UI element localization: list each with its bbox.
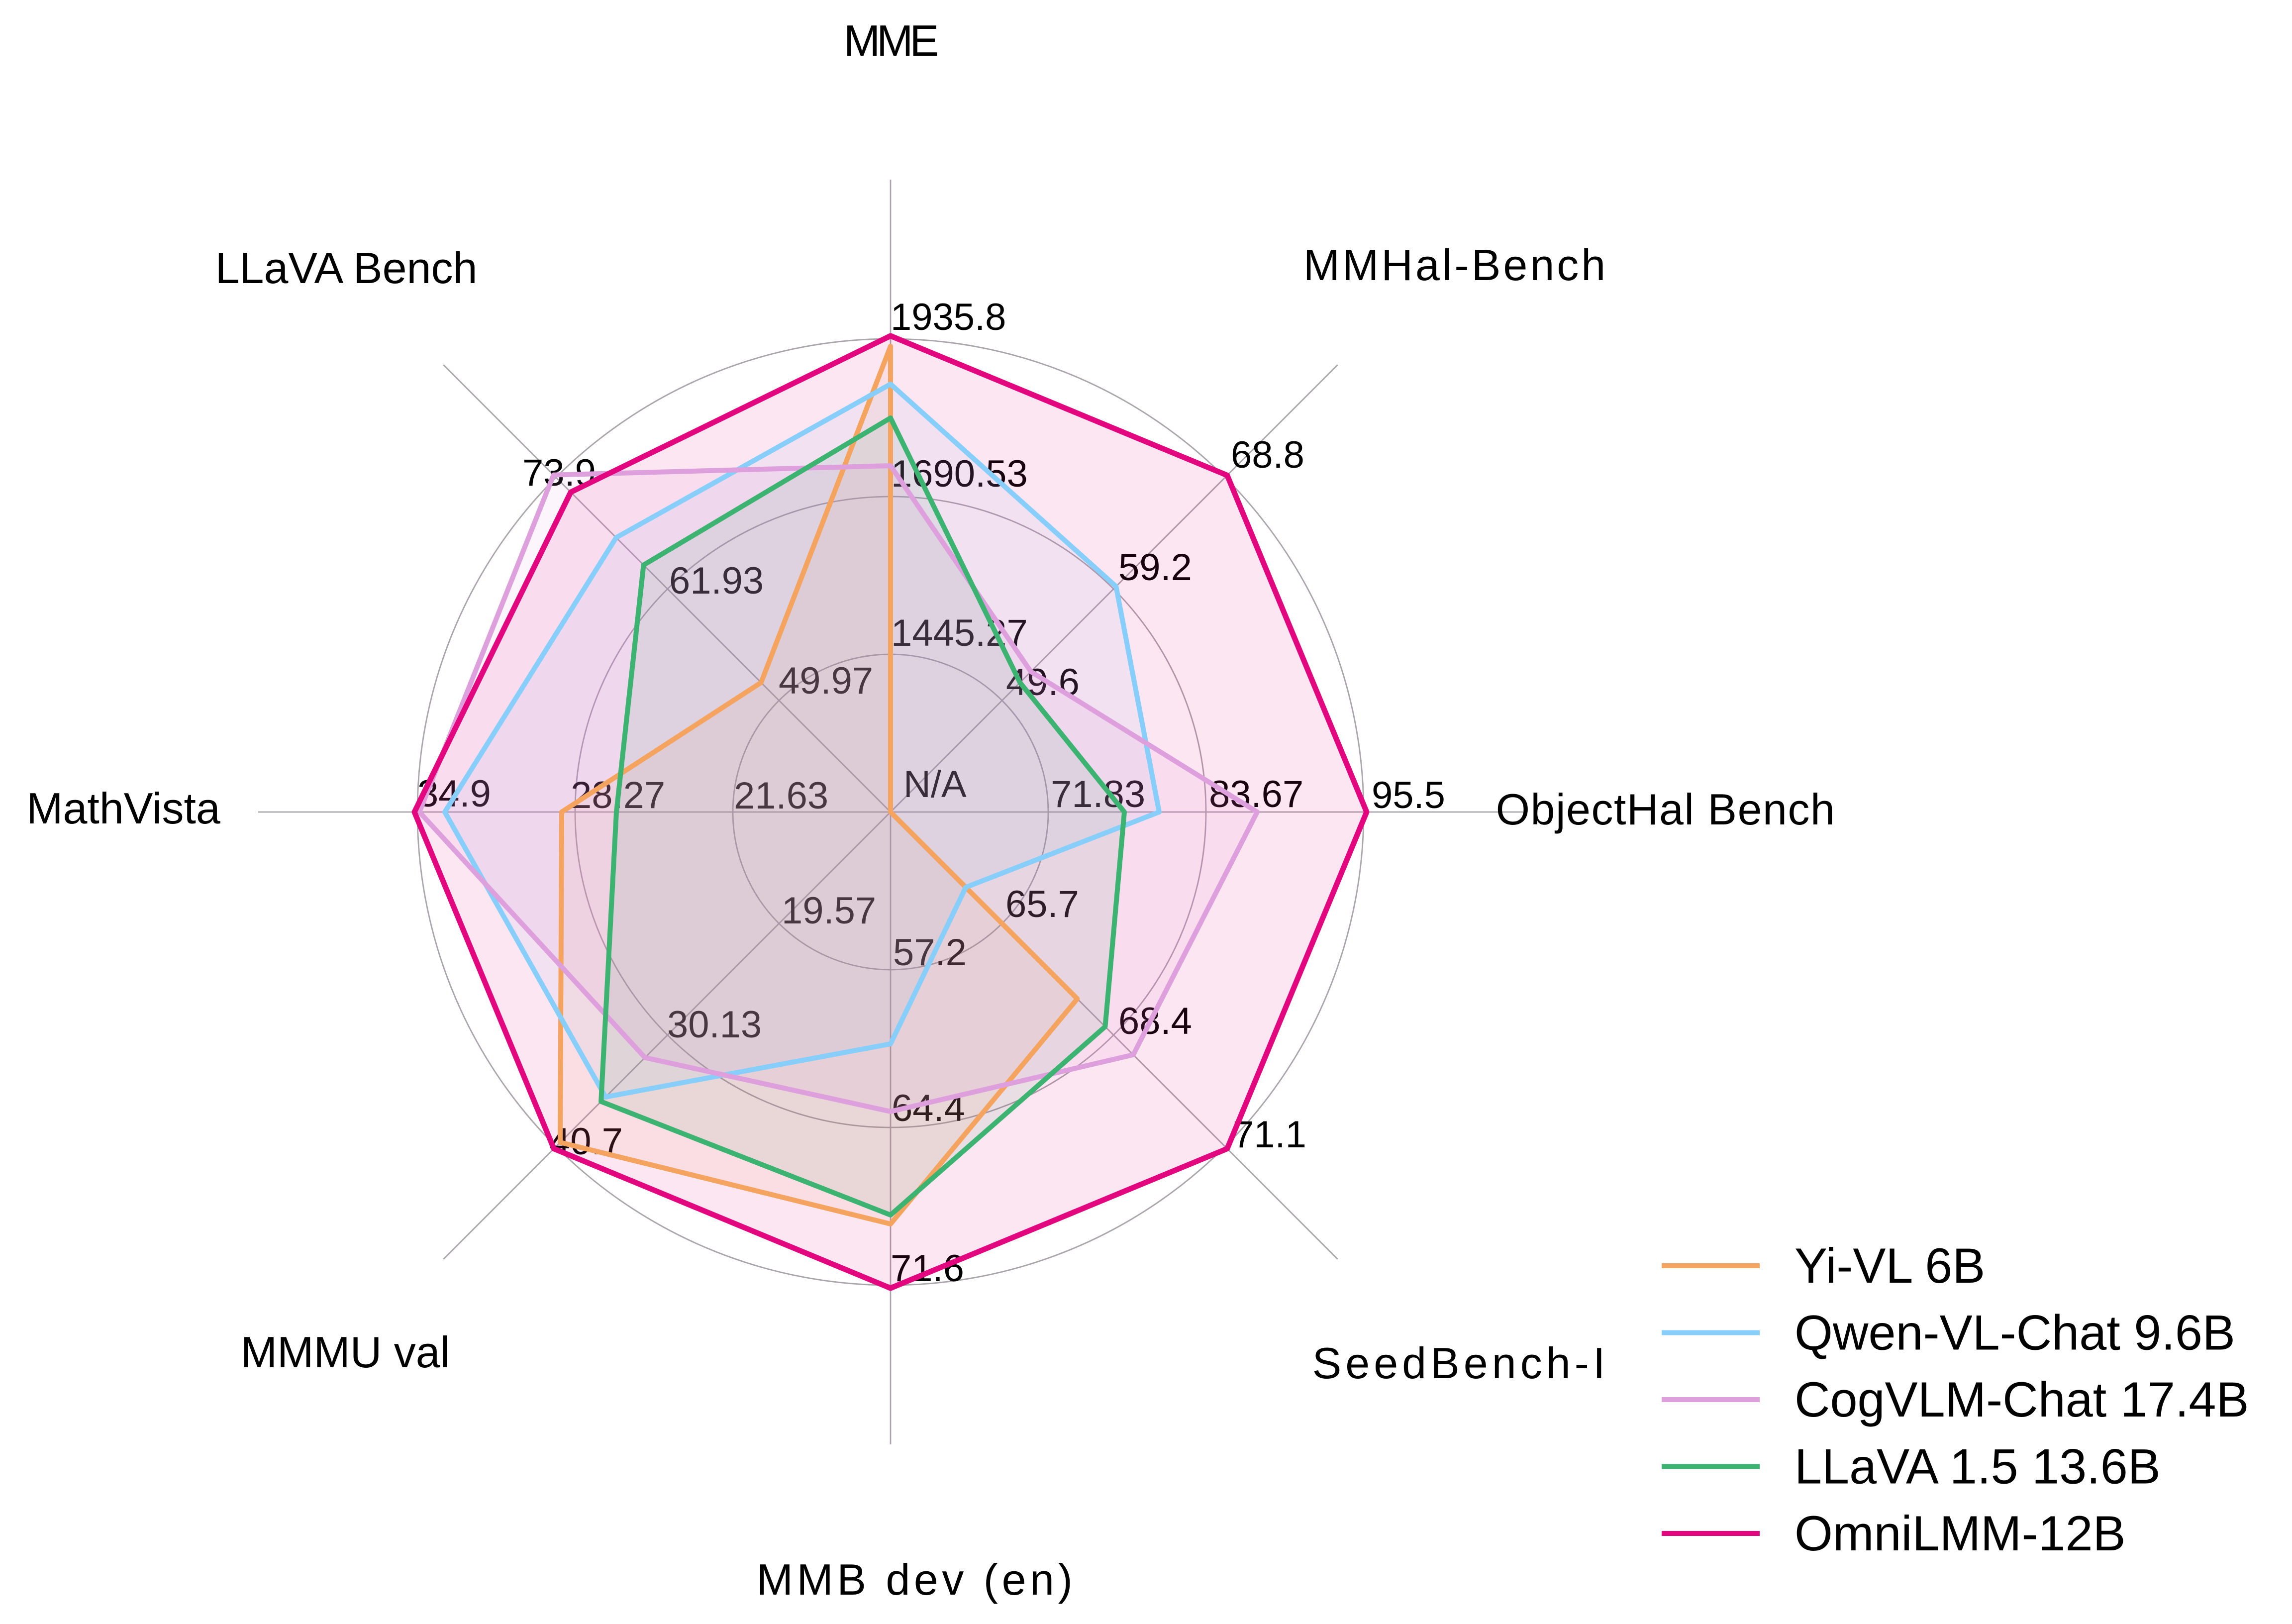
svg-text:1935.8: 1935.8 <box>891 296 1006 338</box>
svg-text:95.5: 95.5 <box>1372 774 1445 816</box>
svg-text:MMB dev (en): MMB dev (en) <box>757 1555 1077 1604</box>
svg-text:N/A: N/A <box>903 763 967 806</box>
svg-text:68.8: 68.8 <box>1231 434 1304 476</box>
svg-text:MMMU val: MMMU val <box>241 1327 450 1377</box>
svg-text:ObjectHal Bench: ObjectHal Bench <box>1496 785 1836 834</box>
svg-text:Qwen-VL-Chat 9.6B: Qwen-VL-Chat 9.6B <box>1794 1305 2235 1360</box>
svg-text:Yi-VL 6B: Yi-VL 6B <box>1794 1238 1985 1293</box>
svg-text:19.57: 19.57 <box>782 890 876 932</box>
svg-text:65.7: 65.7 <box>1005 883 1079 925</box>
svg-text:71.1: 71.1 <box>1233 1114 1306 1156</box>
svg-text:SeedBench-I: SeedBench-I <box>1312 1338 1609 1388</box>
svg-text:CogVLM-Chat 17.4B: CogVLM-Chat 17.4B <box>1794 1372 2249 1427</box>
svg-text:OmniLMM-12B: OmniLMM-12B <box>1794 1506 2126 1561</box>
svg-text:49.97: 49.97 <box>779 660 873 702</box>
svg-text:21.63: 21.63 <box>734 775 828 817</box>
svg-text:30.13: 30.13 <box>667 1004 762 1046</box>
svg-text:MathVista: MathVista <box>26 784 220 833</box>
svg-text:LLaVA Bench: LLaVA Bench <box>215 243 478 293</box>
svg-text:MMHal-Bench: MMHal-Bench <box>1303 240 1608 290</box>
svg-text:59.2: 59.2 <box>1118 546 1192 589</box>
svg-text:61.93: 61.93 <box>669 560 764 602</box>
svg-text:MME: MME <box>844 16 937 65</box>
svg-text:LLaVA 1.5 13.6B: LLaVA 1.5 13.6B <box>1794 1439 2161 1494</box>
